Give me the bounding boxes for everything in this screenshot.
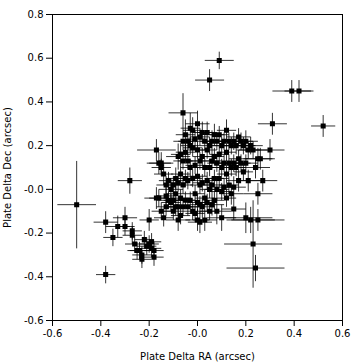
svg-text:-0.4: -0.4 — [24, 271, 44, 282]
svg-text:0.4: 0.4 — [28, 96, 44, 107]
svg-text:0.2: 0.2 — [238, 328, 254, 339]
svg-text:-0.2: -0.2 — [139, 328, 159, 339]
svg-text:0.2: 0.2 — [28, 140, 44, 151]
svg-text:Plate Delta Dec (arcsec): Plate Delta Dec (arcsec) — [2, 107, 13, 228]
svg-text:-0.2: -0.2 — [24, 227, 44, 238]
svg-text:0.8: 0.8 — [28, 9, 44, 20]
svg-text:-0.6: -0.6 — [24, 315, 44, 326]
svg-text:0.6: 0.6 — [335, 328, 351, 339]
svg-text:-0.6: -0.6 — [43, 328, 63, 339]
svg-text:0.6: 0.6 — [28, 52, 44, 63]
svg-text:0.4: 0.4 — [286, 328, 302, 339]
svg-text:-0.4: -0.4 — [91, 328, 111, 339]
svg-text:Plate Delta RA (arcsec): Plate Delta RA (arcsec) — [140, 351, 255, 362]
svg-text:-0.0: -0.0 — [24, 184, 44, 195]
svg-text:-0.0: -0.0 — [188, 328, 208, 339]
